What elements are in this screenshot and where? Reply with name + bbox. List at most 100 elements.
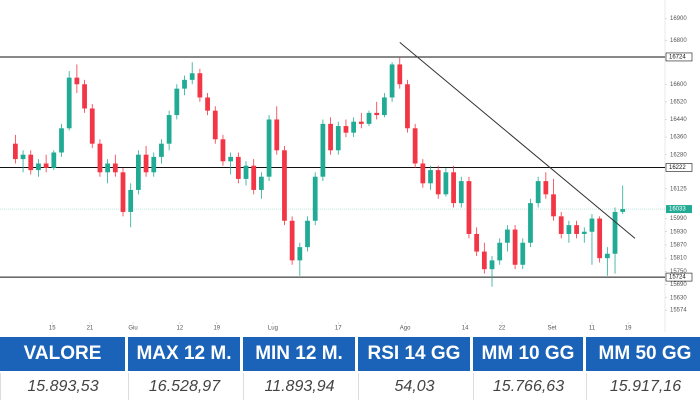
candle-body — [451, 172, 456, 204]
y-tick-label: 16520 — [670, 99, 687, 105]
candle-body — [443, 172, 449, 195]
x-tick-label: 17 — [335, 326, 342, 332]
x-tick-label: 14 — [462, 326, 469, 332]
candle-body — [382, 97, 387, 116]
candle-body — [197, 73, 203, 98]
y-tick-label: 15930 — [670, 229, 687, 235]
candle-body — [305, 220, 310, 248]
candle-body — [505, 229, 510, 243]
y-tick-label: 16280 — [670, 152, 687, 158]
candle-body — [551, 194, 556, 217]
candle-body — [297, 247, 303, 261]
x-tick-label: Lug — [268, 326, 278, 332]
candle-body — [43, 163, 49, 168]
candle-body — [189, 73, 195, 80]
table-header: VALORE — [0, 337, 125, 371]
y-tick-label: 15990 — [670, 216, 687, 222]
candle-body — [251, 165, 257, 190]
candle-body — [397, 64, 403, 85]
y-tick-label: 16800 — [670, 38, 687, 44]
level-label-box — [665, 163, 693, 172]
candle-body — [543, 181, 549, 195]
y-tick-label: 16900 — [670, 16, 687, 22]
candle-body — [174, 88, 180, 116]
candle-body — [581, 231, 587, 234]
x-tick-label: 12 — [177, 326, 184, 332]
candle-body — [458, 181, 464, 204]
candle-body — [528, 203, 533, 243]
candle-body — [66, 77, 72, 129]
candle-body — [97, 143, 103, 173]
candle-body — [166, 115, 172, 144]
candle-body — [512, 229, 518, 265]
candle-body — [212, 110, 218, 140]
candle-body — [128, 189, 134, 212]
candle-body — [620, 209, 626, 212]
x-tick-label: 21 — [87, 326, 94, 332]
candle-body — [343, 126, 349, 133]
table-header: MIN 12 M. — [243, 337, 355, 371]
y-tick-label: 15870 — [670, 243, 687, 249]
candle-body — [412, 128, 418, 164]
candle-body — [320, 123, 326, 177]
candle-body — [182, 79, 187, 89]
candle-body — [220, 139, 226, 162]
candle-body — [374, 112, 380, 116]
candle-body — [289, 220, 295, 261]
y-tick-label: 16125 — [670, 186, 687, 192]
candle-body — [243, 165, 249, 179]
table-header: MAX 12 M. — [128, 337, 240, 371]
candle-body — [74, 77, 80, 85]
table-header: MM 50 GG — [586, 337, 700, 371]
table-value: 11.893,94 — [243, 373, 355, 400]
candle-body — [82, 84, 87, 109]
candle-body — [28, 154, 34, 171]
candle-body — [266, 119, 272, 177]
candle-body — [366, 112, 372, 124]
candle-body — [474, 233, 480, 252]
candle-body — [351, 121, 357, 133]
candle-body — [420, 163, 426, 184]
y-tick-label: 15630 — [670, 295, 687, 301]
candle-body — [335, 126, 341, 151]
y-tick-label: 16600 — [670, 82, 687, 88]
candle-body — [597, 218, 603, 259]
candle-body — [282, 150, 287, 221]
candle-body — [481, 251, 487, 270]
candle-body — [589, 218, 595, 232]
candle-body — [259, 176, 264, 190]
indicator-table: VALORE MAX 12 M. MIN 12 M. RSI 14 GG MM 10 G… — [0, 337, 700, 400]
candle-body — [604, 253, 610, 259]
table-value: 54,03 — [358, 373, 470, 400]
candle-body — [428, 170, 433, 184]
candle-body — [151, 156, 157, 173]
x-tick-label: 15 — [49, 326, 56, 332]
y-tick-label: 15750 — [670, 269, 687, 275]
candle-body — [489, 260, 495, 270]
table-value: 15.893,53 — [0, 373, 125, 400]
candle-body — [358, 121, 364, 124]
level-label-box — [665, 52, 693, 62]
candle-body — [328, 123, 333, 151]
candle-body — [535, 181, 541, 204]
table-value: 15.766,63 — [473, 373, 583, 400]
candle-body — [89, 108, 95, 144]
level-label: 16222 — [669, 165, 686, 171]
candle-body — [566, 225, 572, 234]
table-header: RSI 14 GG — [358, 337, 470, 371]
table-value: 15.917,16 — [586, 373, 700, 400]
x-tick-label: 19 — [625, 326, 632, 332]
candle-body — [405, 84, 410, 129]
candle-body — [466, 181, 472, 234]
candle-body — [36, 163, 41, 171]
table-header: MM 10 GG — [473, 337, 583, 371]
candle-body — [228, 156, 234, 162]
last-price-label: 16033 — [669, 207, 686, 213]
candle-body — [159, 143, 164, 157]
x-tick-label: Giu — [128, 326, 137, 332]
x-tick-label: 19 — [213, 326, 220, 332]
candle-body — [274, 119, 280, 151]
candle-body — [389, 64, 395, 98]
y-tick-label: 16440 — [670, 117, 687, 123]
